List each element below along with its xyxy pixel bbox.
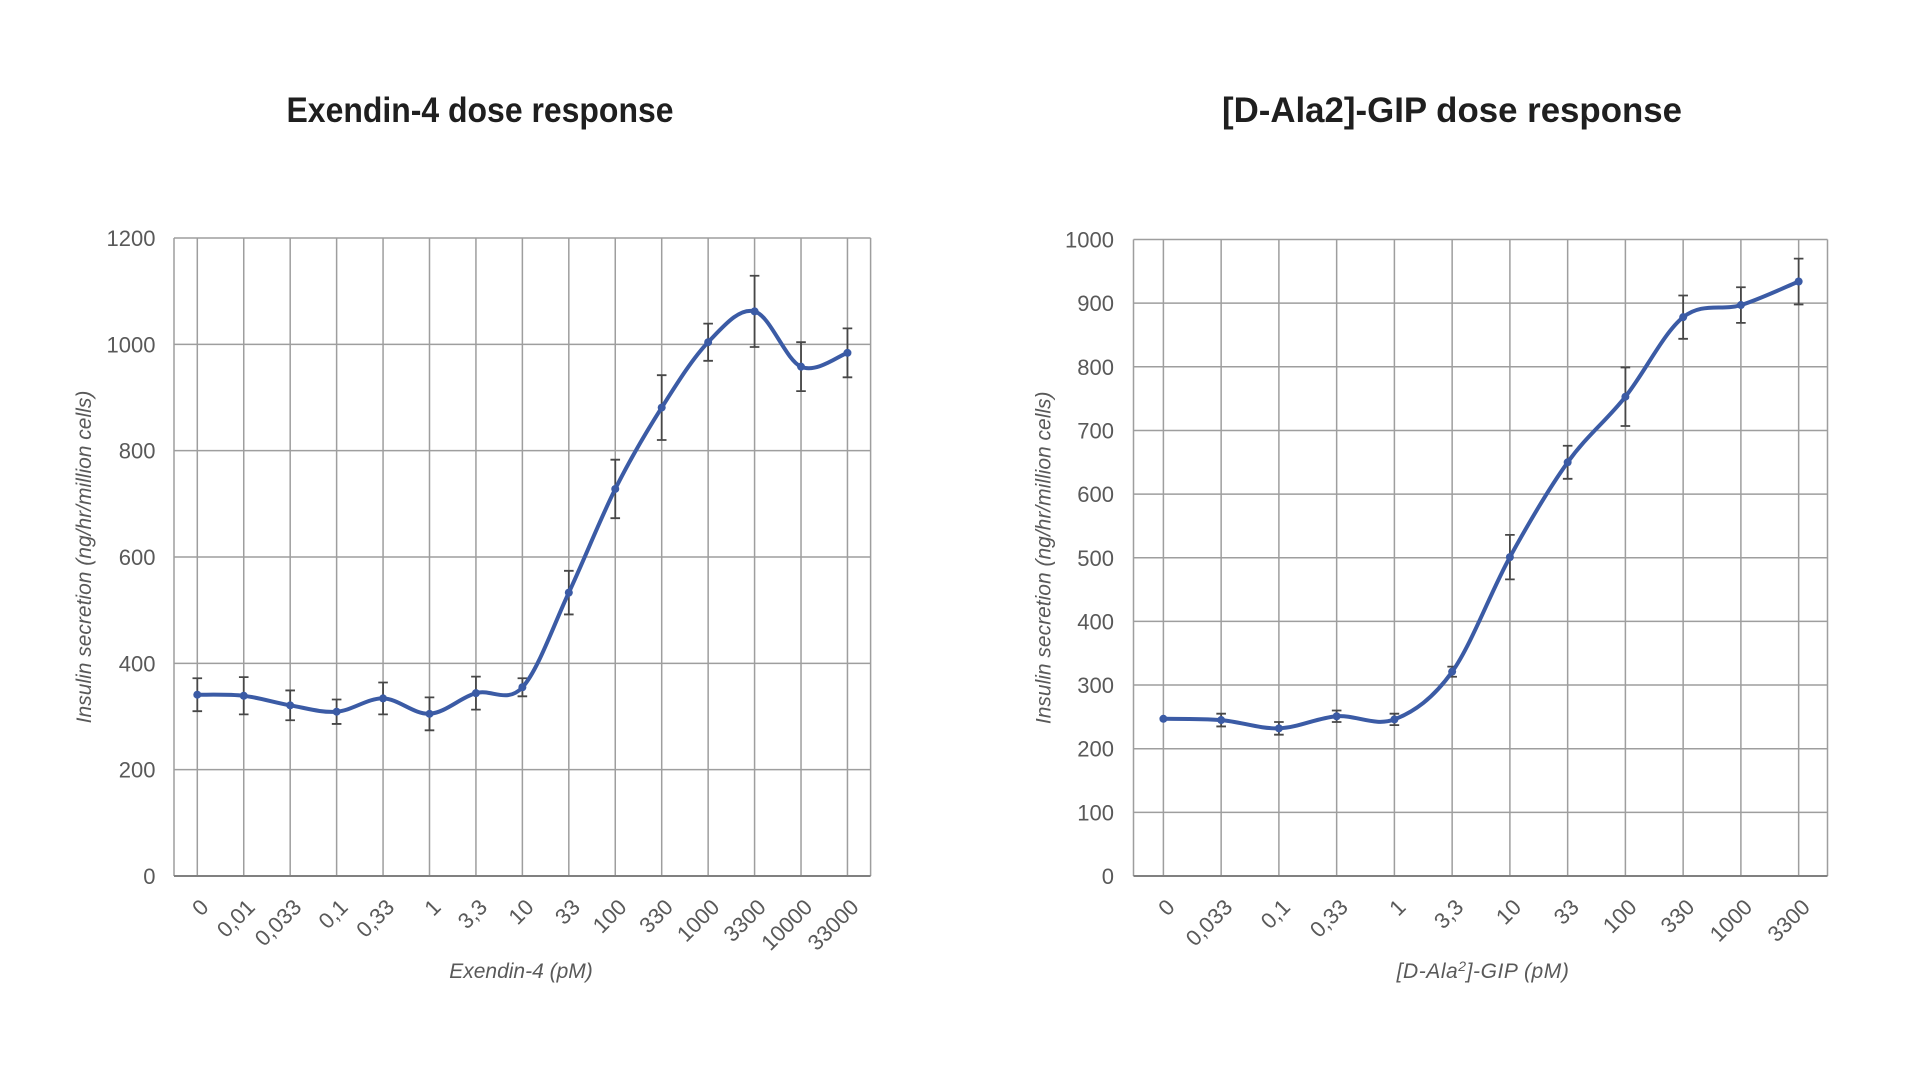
- svg-text:Insulin secretion (ng/hr/milli: Insulin secretion (ng/hr/million cells): [1033, 391, 1056, 724]
- svg-text:400: 400: [119, 651, 156, 676]
- svg-text:Exendin-4 dose response: Exendin-4 dose response: [287, 91, 674, 130]
- svg-text:0: 0: [143, 864, 155, 889]
- svg-text:1000: 1000: [107, 332, 156, 357]
- svg-text:900: 900: [1077, 291, 1114, 316]
- svg-text:300: 300: [1077, 673, 1114, 698]
- svg-text:1200: 1200: [107, 226, 156, 251]
- svg-text:700: 700: [1077, 418, 1114, 443]
- svg-text:Insulin secretion (ng/hr/milli: Insulin secretion (ng/hr/million cells): [73, 391, 96, 724]
- svg-text:[D-Ala2]-GIP dose response: [D-Ala2]-GIP dose response: [1222, 91, 1682, 130]
- svg-text:1000: 1000: [1065, 228, 1114, 253]
- svg-text:800: 800: [1077, 355, 1114, 380]
- svg-text:100: 100: [1077, 800, 1114, 825]
- svg-text:Exendin-4 (pM): Exendin-4 (pM): [449, 960, 593, 983]
- svg-text:800: 800: [119, 439, 156, 464]
- svg-text:600: 600: [1077, 482, 1114, 507]
- svg-text:200: 200: [1077, 737, 1114, 762]
- svg-text:400: 400: [1077, 609, 1114, 634]
- svg-text:200: 200: [119, 758, 156, 783]
- svg-text:0: 0: [1102, 864, 1114, 889]
- svg-text:[D-Ala2]-GIP (pM): [D-Ala2]-GIP (pM): [1396, 958, 1570, 983]
- svg-text:500: 500: [1077, 546, 1114, 571]
- svg-text:600: 600: [119, 545, 156, 570]
